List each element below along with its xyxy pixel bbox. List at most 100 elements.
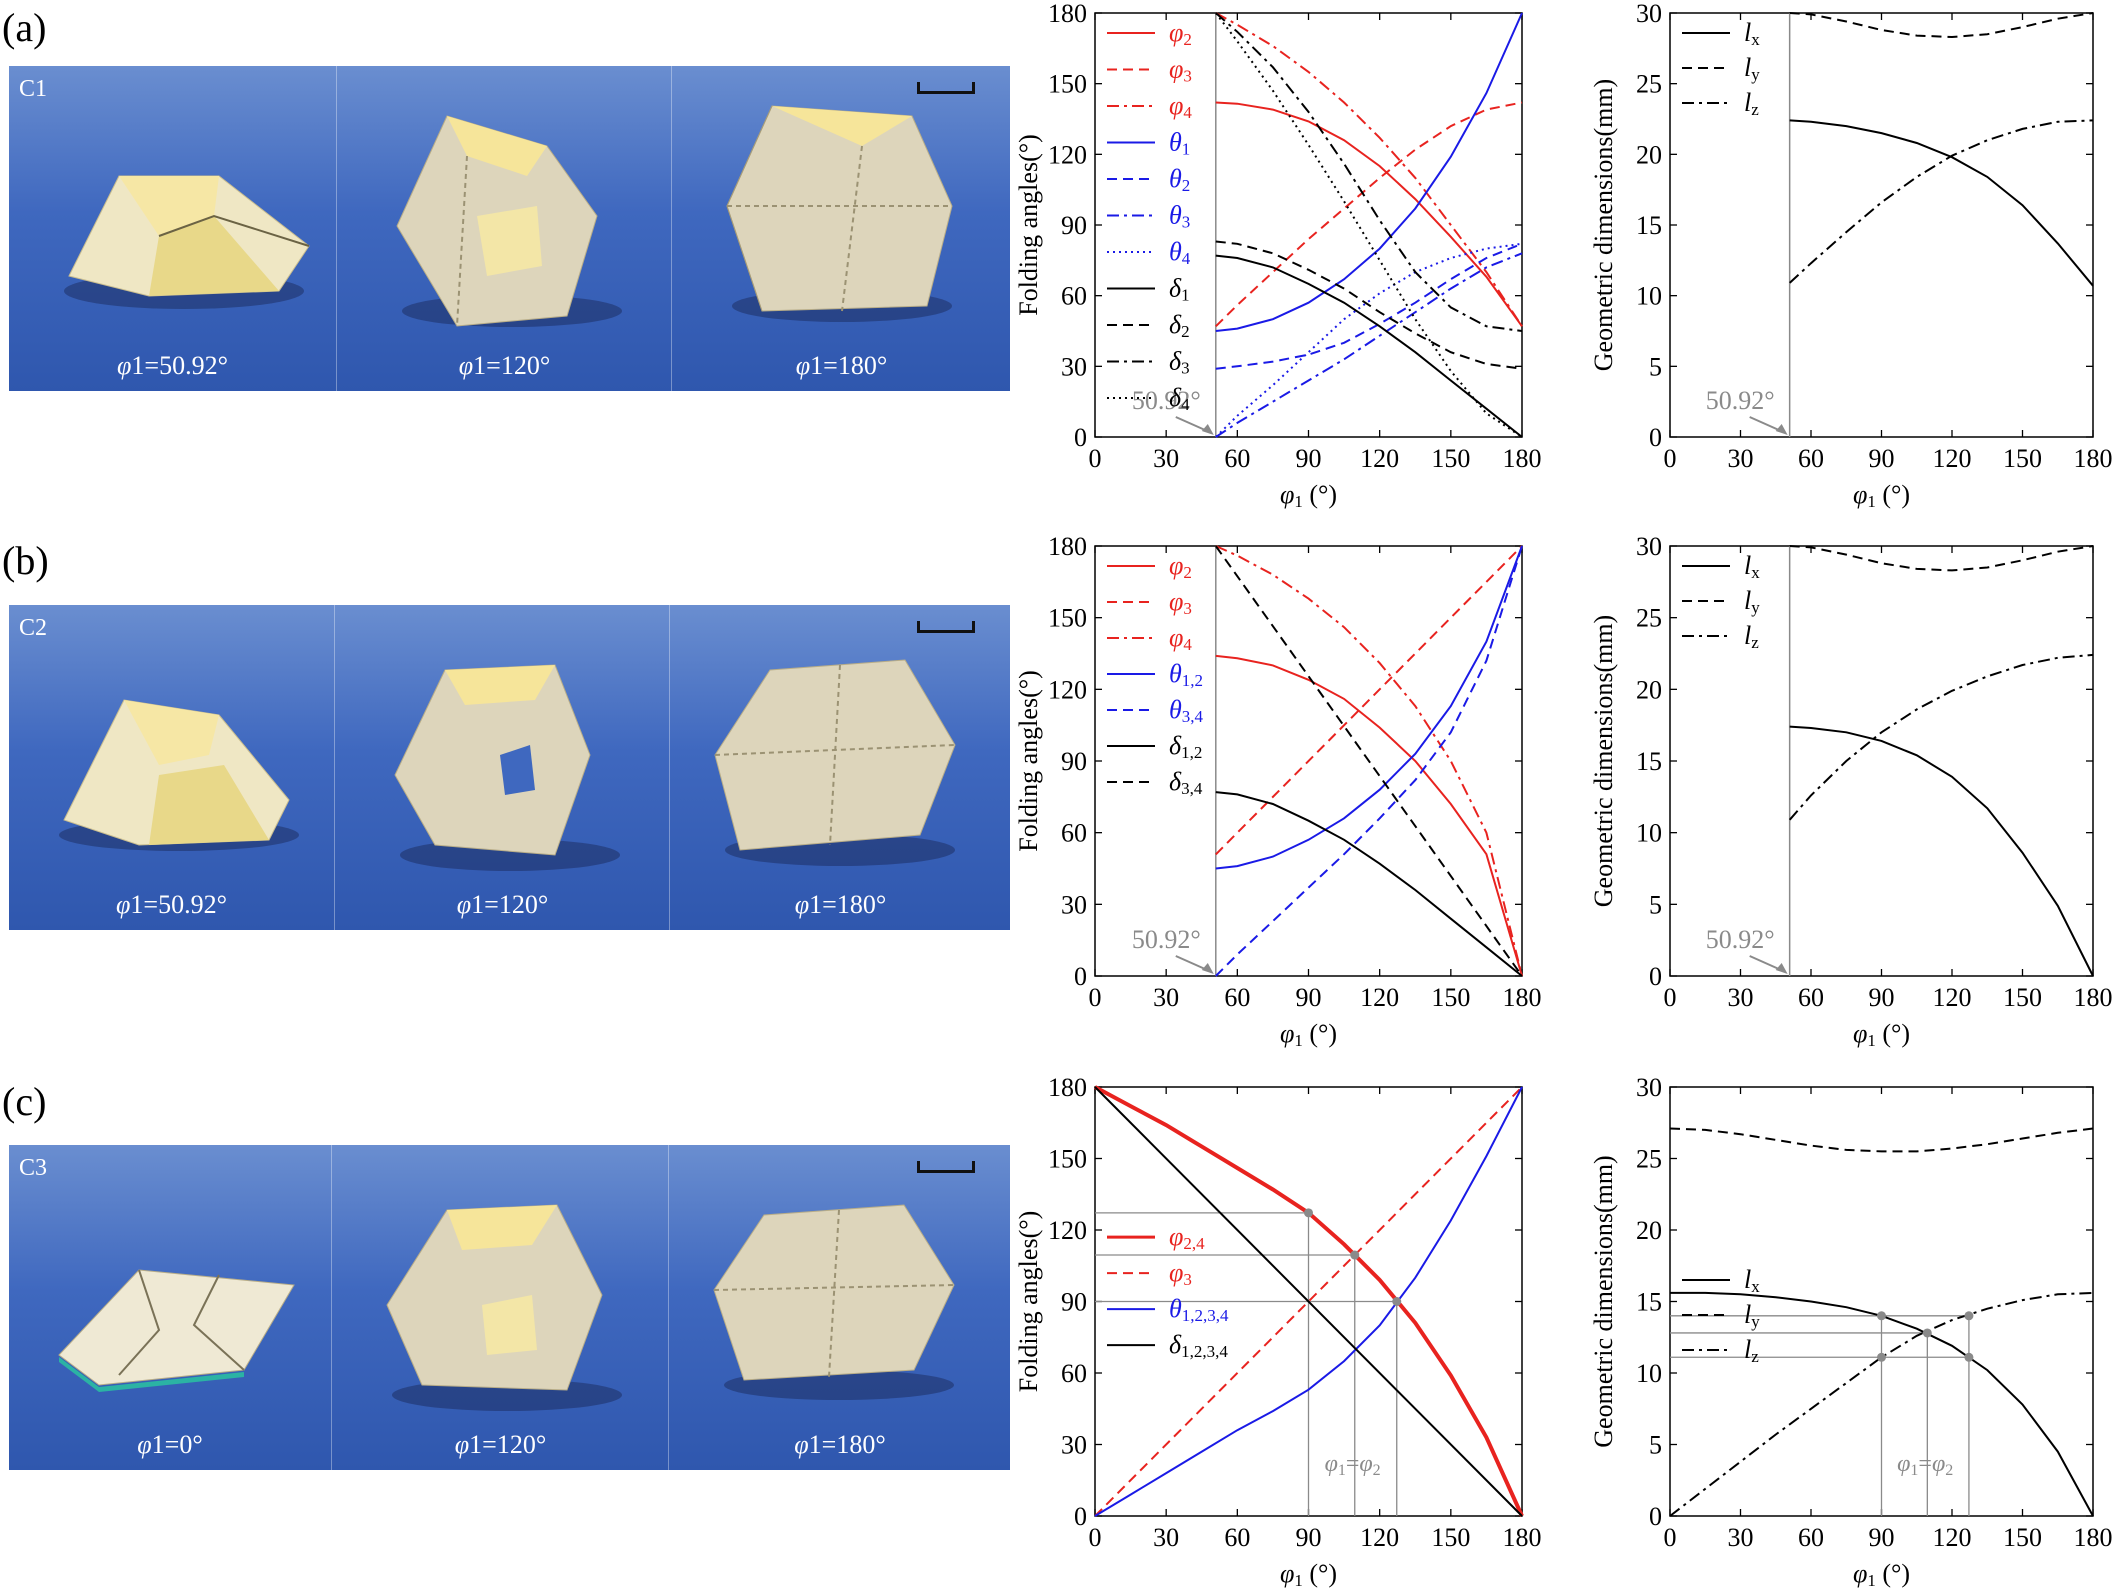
series-line-lx <box>1789 725 2094 977</box>
y-tick-label: 30 <box>1636 532 1662 561</box>
x-axis-label: φ1 (°) <box>1280 1019 1337 1050</box>
plot-frame <box>1669 545 2094 977</box>
legend-label: φ3 <box>1169 55 1192 86</box>
photo-c2-3: φ1=180° <box>669 605 1010 930</box>
legend-label: φ2 <box>1169 18 1192 49</box>
photo-c1-2: φ1=120° <box>336 66 672 391</box>
x-tick-label: 0 <box>1089 444 1102 473</box>
photo-strip-c3: C3 φ1=0° φ1=120° φ1=180° <box>9 1145 1010 1470</box>
y-tick-label: 10 <box>1636 819 1662 848</box>
series-line-ly <box>1789 12 2094 39</box>
x-tick-label: 150 <box>2003 444 2042 473</box>
legend-label: θ1 <box>1169 128 1190 159</box>
caption-c3-1: φ1=0° <box>137 1430 203 1459</box>
y-axis-label: Folding angles(°) <box>1014 670 1043 852</box>
legend-label: θ3 <box>1169 201 1190 232</box>
intersection-marker <box>1877 1311 1886 1321</box>
intersection-marker <box>1922 1328 1932 1338</box>
caption-c3-3: φ1=180° <box>794 1430 886 1459</box>
x-tick-label: 30 <box>1153 983 1179 1012</box>
series-line-φ2 <box>1215 101 1523 327</box>
x-tick-label: 120 <box>1360 444 1399 473</box>
y-tick-label: 20 <box>1636 1216 1662 1245</box>
caption-c1-2: φ1=120° <box>458 351 551 380</box>
y-tick-label: 90 <box>1061 747 1087 776</box>
series-line-δ3 <box>1215 12 1523 332</box>
origami-model-icon <box>713 1204 955 1400</box>
start-annotation: 50.92° <box>1132 386 1201 415</box>
y-tick-label: 25 <box>1636 70 1662 99</box>
y-tick-label: 120 <box>1048 1216 1087 1245</box>
origami-model-icon <box>394 664 620 871</box>
scale-bar <box>917 82 975 94</box>
intersection-marker <box>1392 1297 1402 1306</box>
photo-strip-c1: C1 φ1=50.92° φ1=120° φ1=180° <box>9 66 1010 391</box>
x-tick-label: 180 <box>2074 983 2113 1012</box>
y-tick-label: 25 <box>1636 1145 1662 1174</box>
annotation-arrowhead <box>1775 963 1788 974</box>
series-line-lz <box>1669 1291 2094 1517</box>
caption-c2-3: φ1=180° <box>794 890 887 919</box>
x-tick-label: 150 <box>2003 983 2042 1012</box>
legend-label: δ2 <box>1169 310 1190 341</box>
origami-model-icon <box>59 699 299 851</box>
series-line-ly <box>1669 1127 2094 1153</box>
series-line-δ1,2,3,4 <box>1094 1086 1523 1517</box>
x-tick-label: 90 <box>1869 983 1895 1012</box>
legend-label: δ1 <box>1169 274 1190 305</box>
y-tick-label: 0 <box>1649 1502 1662 1531</box>
y-tick-label: 180 <box>1048 1073 1087 1102</box>
y-tick-label: 0 <box>1649 962 1662 991</box>
config-label: C1 <box>19 76 48 102</box>
caption-c2-1: φ1=50.92° <box>116 890 227 919</box>
series-line-δ2 <box>1215 240 1523 370</box>
x-tick-label: 180 <box>1503 1523 1542 1552</box>
x-tick-label: 120 <box>1933 983 1972 1012</box>
start-annotation: 50.92° <box>1706 386 1775 415</box>
x-tick-label: 120 <box>1933 444 1972 473</box>
config-label: C3 <box>19 1155 48 1181</box>
y-tick-label: 0 <box>1074 1502 1087 1531</box>
x-tick-label: 180 <box>1503 983 1542 1012</box>
y-tick-label: 120 <box>1048 675 1087 704</box>
y-tick-label: 90 <box>1061 1288 1087 1317</box>
y-tick-label: 120 <box>1048 140 1087 169</box>
series-line-δ3,4 <box>1214 545 1523 977</box>
legend-label: δ3,4 <box>1169 767 1203 798</box>
legend-label: θ3,4 <box>1169 695 1204 726</box>
series-line-θ1,2 <box>1215 545 1523 870</box>
legend-label: lz <box>1744 621 1759 652</box>
y-tick-label: 180 <box>1048 0 1087 28</box>
x-tick-label: 30 <box>1728 983 1754 1012</box>
panel-label-a: (a) <box>2 5 47 50</box>
legend-label: lz <box>1744 88 1759 119</box>
intersection-marker <box>1964 1352 1974 1362</box>
x-tick-label: 90 <box>1296 1523 1322 1552</box>
panel-label-c: (c) <box>2 1079 47 1124</box>
y-tick-label: 5 <box>1649 1431 1662 1460</box>
series-line-lz <box>1788 653 2094 821</box>
caption-c1-3: φ1=180° <box>795 351 888 380</box>
x-tick-label: 150 <box>1431 983 1470 1012</box>
y-tick-label: 60 <box>1061 819 1087 848</box>
y-tick-label: 10 <box>1636 1359 1662 1388</box>
panel-label-b: (b) <box>2 538 49 583</box>
x-tick-label: 150 <box>2003 1523 2042 1552</box>
y-axis-label: Geometric dimensions(mm) <box>1589 79 1618 371</box>
photo-c1-3: φ1=180° <box>671 66 1010 391</box>
y-axis-label: Folding angles(°) <box>1014 1211 1043 1393</box>
origami-model-icon <box>64 175 310 309</box>
series-line-δ1 <box>1215 254 1523 438</box>
y-tick-label: 30 <box>1061 352 1087 381</box>
x-tick-label: 90 <box>1869 444 1895 473</box>
series-line-φ3 <box>1094 1086 1523 1517</box>
origami-model-icon <box>396 115 622 327</box>
caption-c1-1: φ1=50.92° <box>117 351 228 380</box>
series-line-θ2 <box>1215 242 1523 370</box>
x-tick-label: 150 <box>1431 444 1470 473</box>
legend-label: δ3 <box>1169 347 1190 378</box>
legend-label: δ1,2 <box>1169 731 1202 762</box>
x-axis-label: φ1 (°) <box>1853 1559 1910 1590</box>
y-axis-label: Geometric dimensions(mm) <box>1589 1155 1618 1447</box>
caption-c2-2: φ1=120° <box>456 890 549 919</box>
